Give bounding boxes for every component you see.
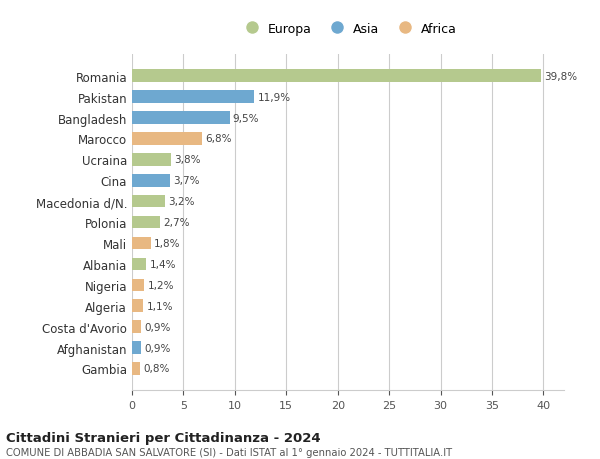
Bar — [132, 237, 151, 250]
Text: COMUNE DI ABBADIA SAN SALVATORE (SI) - Dati ISTAT al 1° gennaio 2024 - TUTTITALI: COMUNE DI ABBADIA SAN SALVATORE (SI) - D… — [6, 448, 452, 458]
Text: 2,7%: 2,7% — [163, 218, 190, 228]
Text: 3,7%: 3,7% — [173, 176, 200, 186]
Text: 1,8%: 1,8% — [154, 239, 180, 248]
Bar — [132, 300, 143, 312]
Text: 1,1%: 1,1% — [146, 301, 173, 311]
Text: 6,8%: 6,8% — [205, 134, 232, 144]
Text: 1,2%: 1,2% — [148, 280, 174, 290]
Bar — [132, 258, 146, 271]
Bar — [132, 154, 171, 166]
Bar — [132, 321, 141, 333]
Text: 3,8%: 3,8% — [174, 155, 200, 165]
Bar — [132, 70, 541, 83]
Bar — [132, 196, 165, 208]
Bar — [132, 91, 254, 104]
Text: 0,8%: 0,8% — [143, 364, 170, 374]
Text: Cittadini Stranieri per Cittadinanza - 2024: Cittadini Stranieri per Cittadinanza - 2… — [6, 431, 320, 444]
Text: 9,5%: 9,5% — [233, 113, 259, 123]
Bar — [132, 279, 145, 291]
Text: 0,9%: 0,9% — [145, 343, 171, 353]
Text: 1,4%: 1,4% — [149, 259, 176, 269]
Text: 3,2%: 3,2% — [168, 197, 194, 207]
Bar — [132, 174, 170, 187]
Text: 39,8%: 39,8% — [544, 72, 578, 82]
Bar — [132, 216, 160, 229]
Legend: Europa, Asia, Africa: Europa, Asia, Africa — [235, 18, 461, 41]
Text: 11,9%: 11,9% — [257, 92, 290, 102]
Bar — [132, 112, 230, 124]
Bar — [132, 341, 141, 354]
Bar — [132, 363, 140, 375]
Bar — [132, 133, 202, 146]
Text: 0,9%: 0,9% — [145, 322, 171, 332]
